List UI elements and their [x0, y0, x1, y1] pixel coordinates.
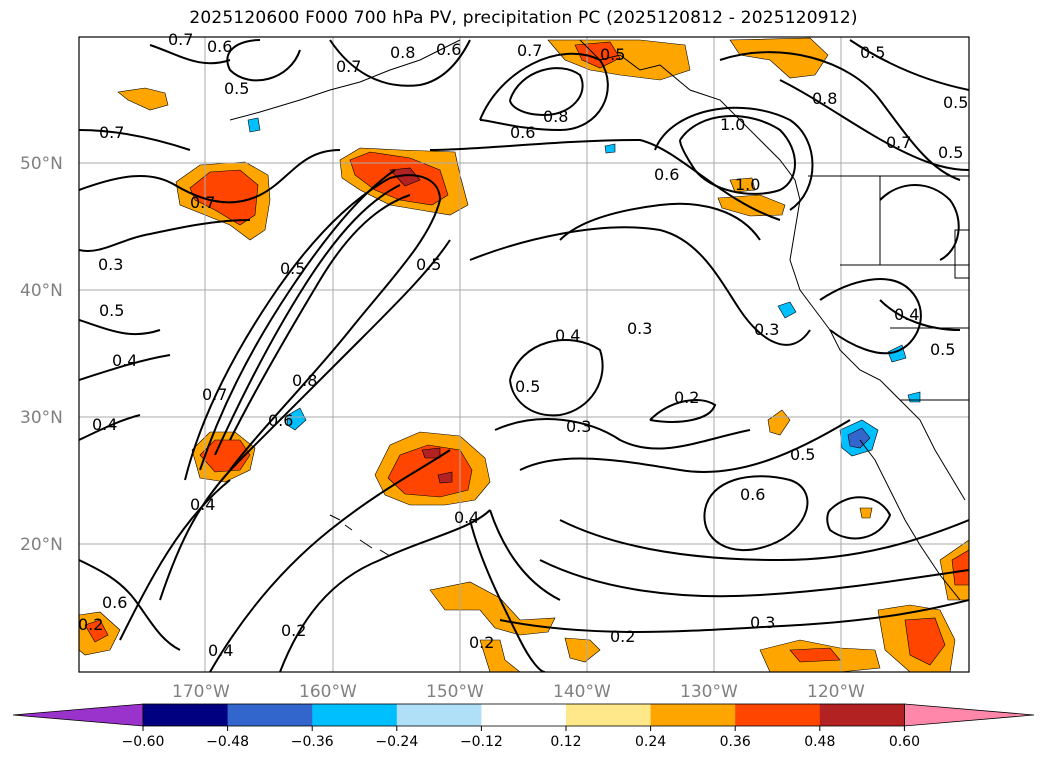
colorbar-segment	[396, 704, 482, 726]
lon-label: 140°W	[553, 682, 611, 702]
contour-label: 0.5	[930, 340, 955, 359]
colorbar-segment	[481, 704, 567, 726]
contour-label: 0.3	[627, 319, 652, 338]
contour-label: 0.5	[515, 377, 540, 396]
colorbar-segment	[819, 704, 905, 726]
contour-label: 0.4	[190, 495, 215, 514]
contour-label: 0.2	[610, 627, 635, 646]
contour-label: 0.6	[654, 165, 679, 184]
colorbar-ticks: −0.60 −0.48 −0.36 −0.24 −0.12 0.12 0.24 0.36 0.4…	[122, 726, 920, 750]
contour-label: 1.0	[735, 175, 760, 194]
colorbar-tick-label: 0.48	[804, 734, 835, 750]
contour-label: 0.8	[390, 43, 415, 62]
contour-label: 0.6	[740, 485, 765, 504]
colorbar-tick-label: 0.24	[635, 734, 666, 750]
contour-label: 0.4	[454, 508, 479, 527]
contour-label: 0.5	[860, 43, 885, 62]
colorbar-segment	[566, 704, 652, 726]
colorbar-tick-label: 0.12	[550, 734, 581, 750]
lon-label: 170°W	[172, 682, 230, 702]
lat-label: 30°N	[20, 408, 63, 428]
longitude-labels: 170°W 160°W 150°W 140°W 130°W 120°W	[172, 682, 865, 702]
contour-label: 0.2	[469, 633, 494, 652]
contour-label: 0.4	[112, 351, 137, 370]
colorbar-tick-label: −0.48	[206, 734, 249, 750]
colorbar-tick-label: 0.36	[720, 734, 751, 750]
colorbar-tick-label: 0.60	[889, 734, 920, 750]
colorbar-segment	[650, 704, 736, 726]
colorbar-extend-high	[904, 703, 1035, 727]
contour-label: 0.6	[436, 40, 461, 59]
contour-label: 0.5	[99, 301, 124, 320]
colorbar-tick-label: −0.12	[460, 734, 503, 750]
colorbar-segment	[227, 704, 313, 726]
contour-label: 0.6	[268, 411, 293, 430]
contour-label: 0.3	[750, 613, 775, 632]
colorbar-segment	[312, 704, 398, 726]
contour-label: 0.8	[543, 107, 568, 126]
colorbar-tick-label: −0.36	[291, 734, 334, 750]
contour-label: 0.7	[517, 41, 542, 60]
contour-label: 0.4	[555, 326, 580, 345]
contour-label: 0.4	[208, 641, 233, 660]
colorbar-segment	[735, 704, 821, 726]
contour-label: 0.8	[812, 89, 837, 108]
contour-label: 0.7	[190, 193, 215, 212]
contour-label: 0.3	[566, 417, 591, 436]
contour-label: 0.7	[336, 57, 361, 76]
contour-label: 0.4	[894, 305, 919, 324]
contour-label: 0.2	[281, 621, 306, 640]
contour-label: 0.6	[510, 123, 535, 142]
contour-label: 0.5	[600, 45, 625, 64]
contour-label: 0.2	[674, 388, 699, 407]
contour-label: 1.0	[720, 115, 745, 134]
lon-label: 130°W	[680, 682, 738, 702]
contour-label: 0.5	[943, 93, 968, 112]
contour-label: 0.3	[754, 320, 779, 339]
lon-label: 150°W	[426, 682, 484, 702]
contour-labels: 0.7 0.6 0.5 0.8 0.6 0.7 0.5 0.8 0.6 0.5 …	[78, 30, 968, 660]
contour-label: 0.4	[92, 415, 117, 434]
pv-contours	[79, 39, 969, 672]
contour-label: 0.6	[207, 37, 232, 56]
colorbar-tick-label: −0.60	[122, 734, 165, 750]
contour-label: 0.7	[202, 385, 227, 404]
plot-title: 2025120600 F000 700 hPa PV, precipitatio…	[189, 8, 858, 28]
contour-label: 0.6	[102, 593, 127, 612]
contour-label: 0.5	[224, 79, 249, 98]
contour-label: 0.5	[280, 259, 305, 278]
precip-negative-shading	[247, 117, 921, 457]
precip-shading	[79, 37, 969, 672]
contour-label: 0.3	[98, 255, 123, 274]
graticule	[79, 37, 969, 672]
contour-label: 0.5	[790, 445, 815, 464]
colorbar-tick-label: −0.24	[375, 734, 418, 750]
lat-label: 20°N	[20, 535, 63, 555]
lat-label: 50°N	[20, 154, 63, 174]
contour-label: 0.2	[78, 615, 103, 634]
colorbar-segment	[143, 704, 229, 726]
lat-label: 40°N	[20, 281, 63, 301]
colorbar-outline	[142, 703, 905, 727]
contour-label: 0.7	[168, 30, 193, 49]
latitude-labels: 50°N 40°N 30°N 20°N	[20, 154, 63, 555]
lon-label: 120°W	[807, 682, 865, 702]
contour-label: 0.5	[938, 143, 963, 162]
colorbar	[12, 703, 1035, 727]
contour-label: 0.7	[99, 123, 124, 142]
map-frame	[78, 36, 970, 673]
colorbar-extend-low	[12, 703, 144, 727]
contour-label: 0.7	[886, 133, 911, 152]
lon-label: 160°W	[299, 682, 357, 702]
contour-label: 0.8	[292, 371, 317, 390]
contour-label: 0.5	[416, 255, 441, 274]
